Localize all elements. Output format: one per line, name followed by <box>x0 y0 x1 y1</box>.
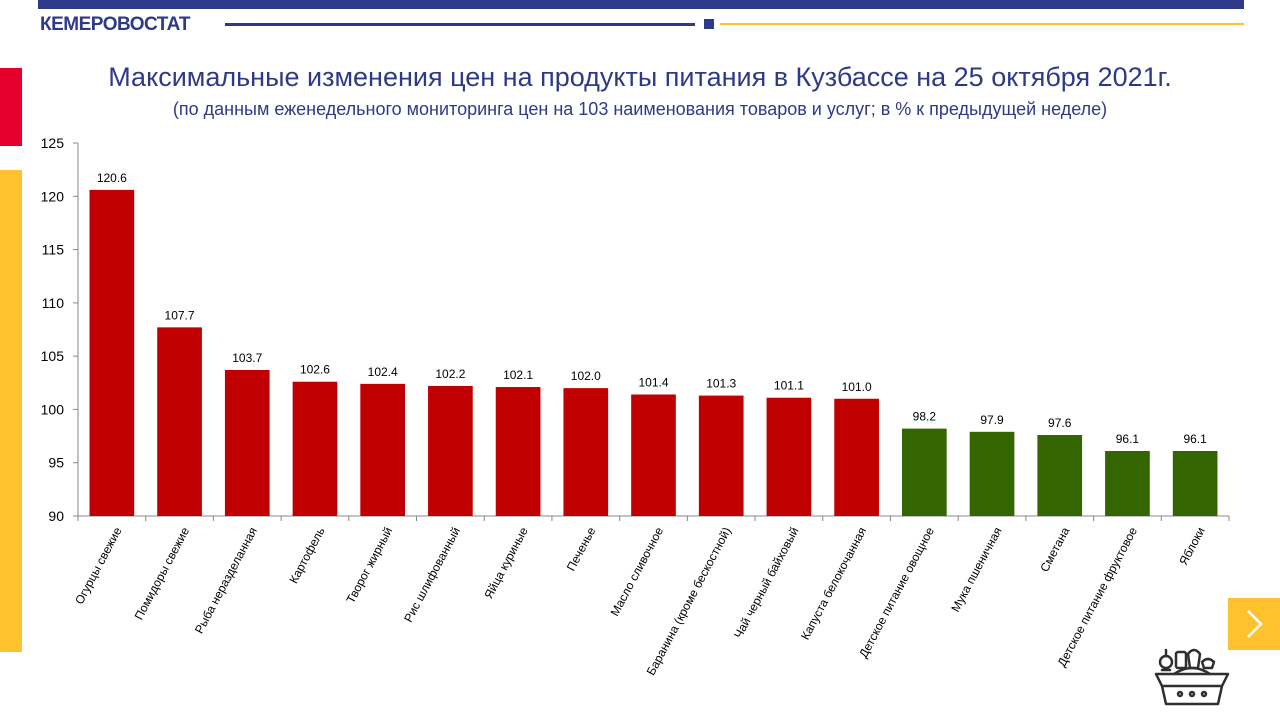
x-tick-label: Мука пшеничная <box>948 525 1004 614</box>
y-tick-label: 95 <box>48 455 64 471</box>
data-label: 102.4 <box>368 365 398 379</box>
y-tick-label: 115 <box>42 242 65 258</box>
data-label: 103.7 <box>232 351 262 365</box>
bar <box>631 394 676 516</box>
data-label: 120.6 <box>97 171 127 185</box>
x-tick-label: Яйца куриные <box>481 525 531 601</box>
bar <box>766 397 812 516</box>
x-tick-label: Масло сливочное <box>608 525 667 619</box>
top-accent-bar <box>38 0 1244 9</box>
data-label: 97.6 <box>1048 416 1072 430</box>
bar <box>563 388 609 516</box>
x-tick-label: Сметана <box>1037 525 1072 575</box>
bar <box>1105 450 1150 516</box>
x-tick-label: Рыба неразделанная <box>192 525 260 636</box>
bar <box>224 369 270 516</box>
data-label: 107.7 <box>165 308 195 322</box>
y-tick-label: 90 <box>48 508 64 524</box>
bar <box>428 385 473 516</box>
side-accent-yellow <box>0 170 22 652</box>
header-divider-blue <box>225 23 695 26</box>
x-tick-label: Печенье <box>564 525 599 574</box>
data-label: 101.4 <box>638 376 668 390</box>
y-tick-label: 100 <box>41 401 65 417</box>
y-tick-label: 110 <box>42 295 65 311</box>
data-label: 102.1 <box>503 368 533 382</box>
bar <box>969 431 1015 516</box>
next-slide-button[interactable] <box>1228 598 1280 650</box>
chart-subtitle: (по данным еженедельного мониторинга цен… <box>172 99 1108 119</box>
bar <box>901 428 947 516</box>
data-label: 102.6 <box>300 363 330 377</box>
x-tick-label: Творог жирный <box>343 525 395 606</box>
y-tick-label: 120 <box>41 188 65 204</box>
x-tick-label: Чай черный байховый <box>731 525 801 641</box>
bar <box>1037 435 1083 516</box>
data-label: 102.2 <box>435 367 465 381</box>
brand-logo-text: КЕМЕРОВОСТАТ <box>40 14 191 35</box>
y-tick-label: 125 <box>41 135 65 151</box>
x-tick-label: Яблоки <box>1176 525 1207 568</box>
data-label: 102.0 <box>571 369 601 383</box>
x-tick-label: Огурцы свежие <box>72 525 125 607</box>
bar <box>1172 450 1218 516</box>
data-label: 101.0 <box>842 380 872 394</box>
data-label: 96.1 <box>1183 432 1207 446</box>
x-tick-label: Картофель <box>286 525 327 586</box>
food-basket-icon <box>1154 648 1230 706</box>
bar <box>495 387 541 516</box>
y-tick-label: 105 <box>41 348 65 364</box>
bar <box>360 383 406 516</box>
bar <box>834 398 879 516</box>
header-divider-yellow <box>720 23 1244 25</box>
x-tick-label: Детское питание овощное <box>856 525 937 661</box>
data-label: 101.1 <box>774 379 804 393</box>
x-tick-label: Рис шлифованный <box>401 525 463 625</box>
bar <box>89 189 135 517</box>
chart-title: Максимальные изменения цен на продукты п… <box>108 62 1172 92</box>
data-label: 98.2 <box>913 410 937 424</box>
data-label: 101.3 <box>706 377 736 391</box>
x-tick-label: Капуста белокочанная <box>798 525 869 642</box>
data-label: 96.1 <box>1116 432 1140 446</box>
chevron-right-icon <box>1247 610 1263 638</box>
x-tick-label: Помидоры свежие <box>132 525 193 623</box>
side-accent-red <box>0 68 22 146</box>
x-tick-label: Детское питание фруктовое <box>1055 525 1141 669</box>
bar <box>292 381 338 516</box>
header-divider-square <box>704 19 714 29</box>
bar <box>698 395 744 516</box>
bar <box>157 327 202 516</box>
data-label: 97.9 <box>980 413 1004 427</box>
